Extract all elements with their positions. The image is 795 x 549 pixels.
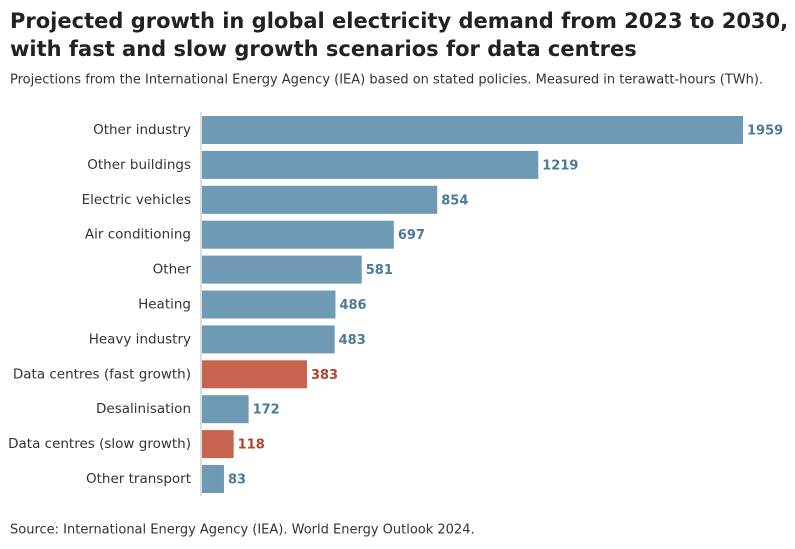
value-label: 1219: [542, 158, 578, 173]
category-label: Air conditioning: [85, 227, 191, 243]
source: Source: International Energy Agency (IEA…: [10, 523, 475, 538]
bar: [202, 220, 394, 249]
value-label: 1959: [747, 124, 783, 139]
bar: [202, 465, 224, 493]
value-label: 854: [441, 193, 468, 208]
bar: [202, 185, 438, 214]
bar: [202, 325, 335, 354]
category-label: Desalinisation: [96, 401, 191, 417]
category-label: Electric vehicles: [82, 192, 191, 208]
category-label: Other buildings: [87, 157, 191, 173]
value-label: 83: [228, 473, 246, 488]
bar: [202, 395, 249, 424]
bar: [202, 150, 539, 179]
bar: [202, 116, 743, 144]
value-label: 697: [398, 228, 425, 243]
value-label: 486: [339, 298, 366, 313]
category-label: Other transport: [86, 471, 191, 487]
bar: [202, 360, 307, 389]
chart-title: with fast and slow growth scenarios for …: [10, 37, 637, 61]
chart-title: Projected growth in global electricity d…: [10, 9, 788, 33]
category-label: Other: [153, 262, 192, 278]
category-label: Data centres (fast growth): [13, 366, 191, 382]
value-label: 172: [253, 403, 280, 418]
value-label: 118: [238, 438, 265, 453]
bar: [202, 430, 234, 459]
value-label: 383: [311, 368, 338, 383]
category-label: Data centres (slow growth): [8, 436, 191, 452]
category-label: Heavy industry: [89, 331, 191, 347]
value-label: 581: [366, 263, 393, 278]
bar: [202, 255, 362, 284]
chart-subtitle: Projections from the International Energ…: [10, 73, 763, 88]
value-label: 483: [339, 333, 366, 348]
category-label: Other industry: [93, 122, 191, 138]
bar: [202, 290, 336, 319]
category-label: Heating: [138, 297, 191, 313]
